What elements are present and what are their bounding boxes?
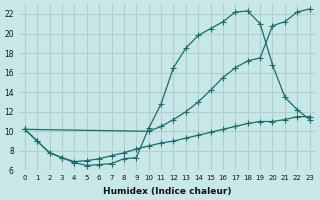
X-axis label: Humidex (Indice chaleur): Humidex (Indice chaleur) [103,187,231,196]
